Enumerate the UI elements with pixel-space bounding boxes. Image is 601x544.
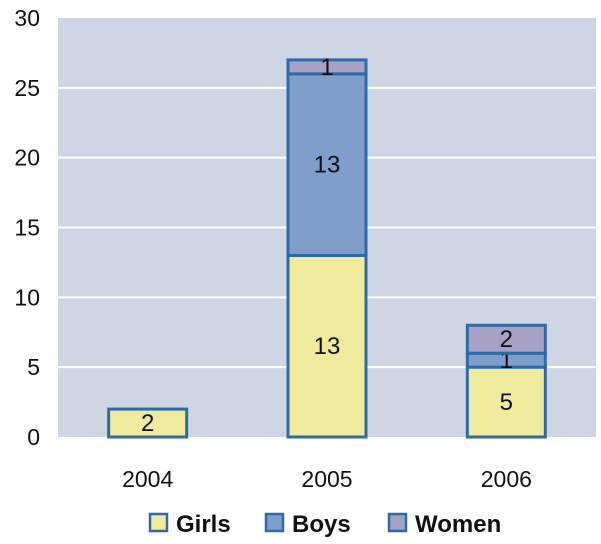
bar-segment-girls-2005 bbox=[286, 253, 368, 439]
data-label: 2 bbox=[141, 410, 154, 437]
legend-swatch-women bbox=[387, 512, 408, 533]
bar-segment-girls-2004 bbox=[107, 407, 189, 439]
y-tick-label: 0 bbox=[27, 424, 40, 450]
legend-swatch-girls bbox=[148, 512, 169, 533]
legend-label-boys: Boys bbox=[292, 511, 351, 538]
legend-label-women: Women bbox=[415, 511, 501, 538]
legend: Girls Boys Women bbox=[148, 511, 501, 538]
bar-segment-women-2006 bbox=[465, 323, 547, 355]
x-tick-label: 2004 bbox=[122, 466, 173, 492]
y-tick-label: 15 bbox=[14, 215, 40, 241]
data-label: 5 bbox=[500, 389, 513, 416]
y-tick-label: 20 bbox=[14, 145, 40, 171]
data-label: 1 bbox=[320, 54, 333, 81]
bar-segment-boys-2005 bbox=[286, 72, 368, 257]
data-label: 13 bbox=[314, 152, 341, 179]
bar-segment-girls-2006 bbox=[465, 365, 547, 439]
y-tick-label: 5 bbox=[27, 354, 40, 380]
x-axis-ticks: 2004 2005 2006 bbox=[122, 466, 532, 492]
x-tick-label: 2006 bbox=[481, 466, 532, 492]
y-tick-label: 10 bbox=[14, 284, 40, 310]
x-tick-label: 2005 bbox=[301, 466, 352, 492]
bar-segment-women-2005 bbox=[286, 58, 368, 76]
data-label: 2 bbox=[500, 326, 513, 353]
legend-label-girls: Girls bbox=[176, 511, 231, 538]
legend-swatch-boys bbox=[264, 512, 285, 533]
y-tick-label: 30 bbox=[14, 5, 40, 31]
y-axis-ticks: 0 5 10 15 20 25 30 bbox=[14, 5, 40, 450]
y-tick-label: 25 bbox=[14, 75, 40, 101]
data-label: 13 bbox=[314, 333, 341, 360]
